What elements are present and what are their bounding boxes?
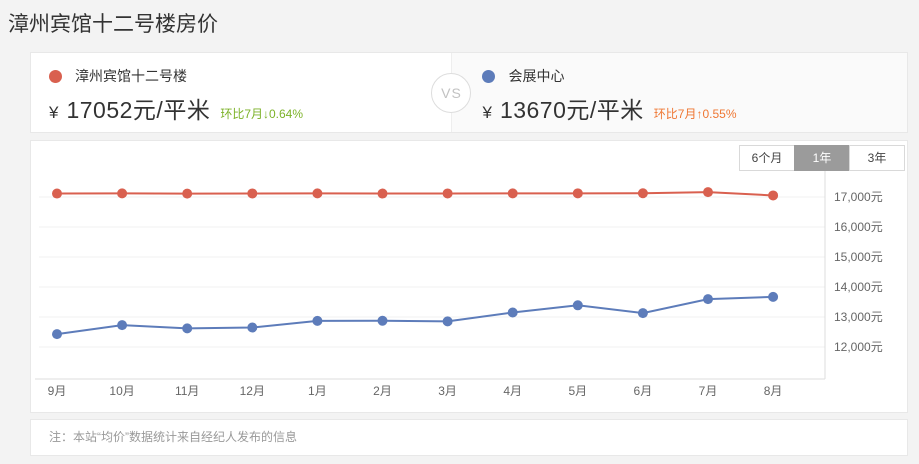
series-point[interactable]	[637, 308, 648, 319]
vs-label: VS	[441, 85, 462, 101]
series-point[interactable]	[52, 188, 62, 199]
y-tick-label: 13,000元	[834, 310, 883, 324]
series-point[interactable]	[442, 188, 453, 199]
vs-badge: VS	[431, 73, 472, 113]
x-tick-label: 9月	[48, 384, 67, 398]
series-line	[56, 191, 774, 197]
y-tick-label: 15,000元	[834, 250, 883, 264]
x-tick-label: 10月	[109, 384, 134, 398]
series-point[interactable]	[182, 323, 193, 334]
x-tick-label: 7月	[699, 384, 718, 398]
x-tick-label: 2月	[373, 384, 392, 398]
price-compare-panel: 漳州宾馆十二号楼 ¥ 17052元/平米 环比7月↓0.64% VS 会展中心 …	[30, 52, 908, 133]
series-point[interactable]	[52, 329, 62, 340]
series-point[interactable]	[117, 320, 128, 331]
series-point[interactable]	[572, 188, 583, 199]
left-property-name: 漳州宾馆十二号楼	[75, 68, 187, 84]
series-point[interactable]	[703, 294, 713, 305]
y-tick-label: 12,000元	[834, 340, 883, 354]
series-point[interactable]	[507, 307, 518, 318]
series-line	[56, 295, 774, 336]
right-month-over-month-change: 环比7月↑0.55%	[653, 107, 737, 121]
series-point[interactable]	[768, 291, 779, 302]
series-point[interactable]	[377, 188, 388, 199]
series-point[interactable]	[637, 188, 648, 199]
blue-series-dot-icon	[482, 69, 496, 83]
right-property-name: 会展中心	[508, 68, 565, 84]
price-trend-chart-card: 6个月 1年 3年 17,000元 16,000元 15,000元 14,000元 13…	[30, 140, 908, 413]
series-point[interactable]	[703, 187, 713, 198]
x-tick-label: 12月	[240, 384, 265, 398]
tab-1-year[interactable]: 1年	[794, 145, 850, 171]
y-tick-label: 17,000元	[834, 190, 883, 204]
x-tick-label: 1月	[308, 384, 327, 398]
x-tick-label: 11月	[175, 384, 199, 398]
x-tick-label: 6月	[634, 384, 653, 398]
left-month-over-month-change: 环比7月↓0.64%	[220, 107, 304, 121]
series-point[interactable]	[312, 188, 323, 199]
red-series-dot-icon	[49, 69, 62, 83]
left-price-value: 17052元/平米	[66, 97, 211, 123]
series-point[interactable]	[247, 322, 258, 333]
price-line-chart[interactable]: 17,000元 16,000元 15,000元 14,000元 13,000元 12,00…	[31, 141, 907, 412]
footnote-text: 注：本站“均价”数据统计来自经纪人发布的信息	[49, 430, 297, 444]
tab-6-months[interactable]: 6个月	[739, 145, 795, 171]
tab-3-years[interactable]: 3年	[849, 145, 905, 171]
x-tick-label: 5月	[568, 384, 587, 398]
page-title: 漳州宾馆十二号楼房价	[8, 13, 218, 36]
y-tick-label: 16,000元	[834, 220, 883, 234]
series-point[interactable]	[507, 188, 518, 199]
y-tick-label: 14,000元	[834, 280, 883, 294]
time-range-tabs: 6个月 1年 3年	[739, 145, 905, 171]
right-property-panel: 会展中心 ¥ 13670元/平米 环比7月↑0.55%	[451, 53, 907, 132]
series-point[interactable]	[377, 315, 388, 326]
series-point[interactable]	[768, 190, 779, 201]
footnote-bar: 注：本站“均价”数据统计来自经纪人发布的信息	[30, 419, 908, 456]
right-price-value: 13670元/平米	[499, 97, 644, 123]
x-tick-label: 8月	[764, 384, 783, 398]
series-point[interactable]	[572, 300, 583, 311]
series-point[interactable]	[117, 188, 128, 199]
x-tick-label: 3月	[438, 384, 457, 398]
series-point[interactable]	[312, 315, 323, 326]
right-currency-symbol: ¥	[482, 103, 492, 122]
series-point[interactable]	[182, 188, 193, 199]
series-point[interactable]	[442, 316, 453, 327]
x-tick-label: 4月	[503, 384, 522, 398]
series-point[interactable]	[247, 188, 258, 199]
left-currency-symbol: ¥	[49, 103, 59, 122]
left-property-panel: 漳州宾馆十二号楼 ¥ 17052元/平米 环比7月↓0.64%	[31, 53, 451, 132]
